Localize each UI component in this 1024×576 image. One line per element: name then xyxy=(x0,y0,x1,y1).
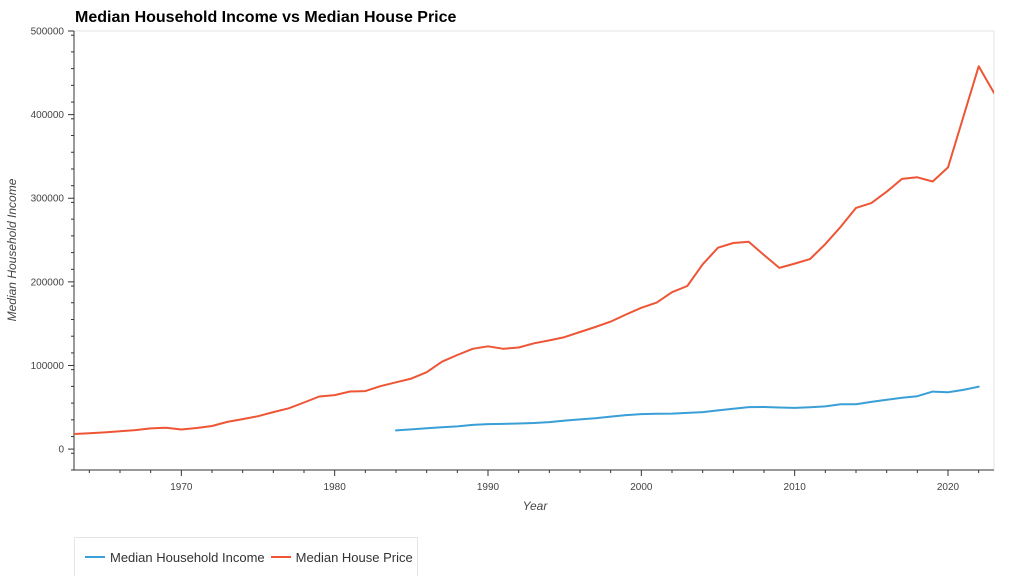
series-layer xyxy=(74,65,994,435)
x-tick-label: 1970 xyxy=(170,482,193,493)
x-axis: 1970 1980 1990 2000 2010 2020 xyxy=(88,470,980,493)
y-tick-label: 200000 xyxy=(31,277,65,288)
y-tick-label: 500000 xyxy=(31,27,65,38)
x-tick-label: 2000 xyxy=(630,482,653,493)
legend-swatch-price xyxy=(270,556,291,558)
plot-frame xyxy=(73,30,995,471)
legend-item-price[interactable]: Median House Price xyxy=(270,549,413,565)
legend-swatch-income xyxy=(85,556,105,558)
y-tick-label: 400000 xyxy=(31,110,65,121)
legend: Median Household Income Median House Pri… xyxy=(74,537,418,576)
y-tick-label: 0 xyxy=(58,445,64,456)
series-line-price xyxy=(74,65,994,435)
chart-title: Median Household Income vs Median House … xyxy=(75,9,457,26)
x-tick-label: 2010 xyxy=(784,482,807,493)
x-axis-label: Year xyxy=(523,499,549,513)
legend-label-price: Median House Price xyxy=(295,549,413,565)
y-tick-label: 100000 xyxy=(31,361,65,372)
x-tick-label: 1980 xyxy=(324,482,347,493)
y-tick-label: 300000 xyxy=(31,194,65,205)
chart: Median Household Income vs Median House … xyxy=(5,9,995,513)
x-tick-label: 1990 xyxy=(477,482,500,493)
x-tick-label: 2020 xyxy=(937,482,960,493)
y-axis: 0 100000 200000 300000 400000 500000 xyxy=(31,27,74,471)
y-axis-label: Median Household Income xyxy=(5,178,19,321)
series-line-income xyxy=(395,385,980,432)
legend-label-income: Median Household Income xyxy=(110,549,265,565)
legend-item-income[interactable]: Median Household Income xyxy=(85,550,265,565)
